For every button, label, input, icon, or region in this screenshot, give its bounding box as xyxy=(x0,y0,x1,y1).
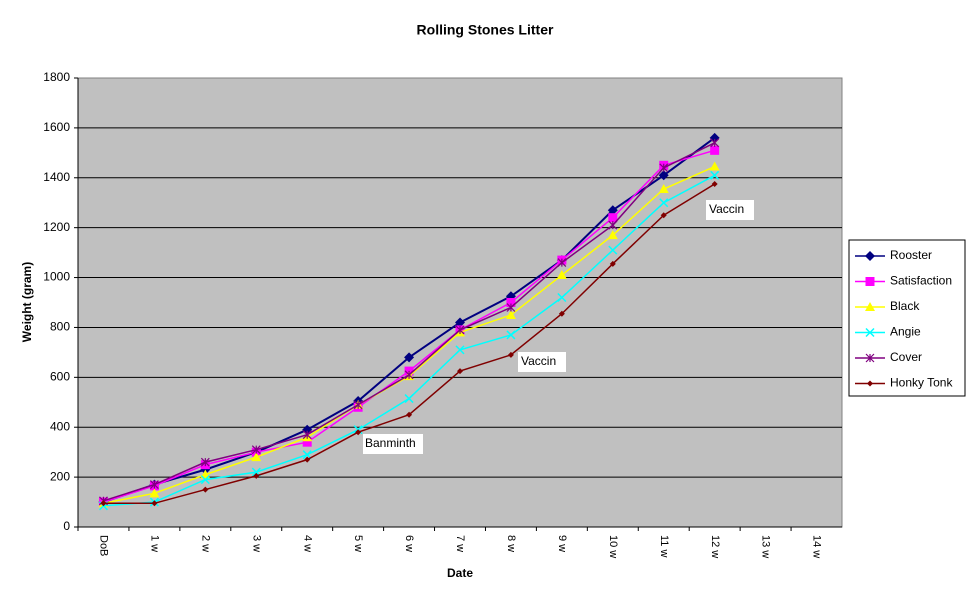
x-tick-label: 11 w xyxy=(658,535,670,557)
y-tick-label: 200 xyxy=(50,469,70,483)
x-tick-label: 7 w xyxy=(454,535,466,552)
annotation-box xyxy=(518,352,566,372)
marker xyxy=(659,198,669,208)
marker xyxy=(658,170,669,181)
x-axis-title: Date xyxy=(447,566,473,580)
marker xyxy=(710,170,720,180)
marker xyxy=(355,429,362,436)
marker xyxy=(556,270,567,280)
marker xyxy=(200,475,210,485)
legend-label: Black xyxy=(890,299,920,313)
marker xyxy=(709,161,720,171)
marker xyxy=(302,430,312,440)
x-tick-label: DoB xyxy=(98,535,110,556)
marker xyxy=(151,500,158,507)
annotation: Vaccin xyxy=(521,354,556,368)
annotation: Vaccin xyxy=(709,202,744,216)
x-tick-label: 10 w xyxy=(607,535,619,558)
marker xyxy=(506,303,516,312)
y-tick-label: 1600 xyxy=(43,120,70,134)
marker xyxy=(505,309,516,319)
marker xyxy=(557,292,567,303)
y-tick-label: 1400 xyxy=(43,170,70,184)
marker xyxy=(506,330,516,340)
legend xyxy=(848,239,966,397)
marker xyxy=(865,251,875,261)
x-tick-label: 6 w xyxy=(403,535,415,552)
x-tick-label: 5 w xyxy=(352,535,364,552)
marker xyxy=(660,212,667,219)
y-tick-label: 400 xyxy=(50,419,70,433)
marker xyxy=(455,325,465,335)
marker xyxy=(149,480,159,490)
marker xyxy=(253,472,260,479)
y-tick-label: 600 xyxy=(50,370,70,384)
marker xyxy=(506,298,516,307)
marker xyxy=(100,500,107,507)
legend-label: Cover xyxy=(890,350,922,364)
marker xyxy=(557,258,567,268)
annotation-box xyxy=(706,200,754,220)
marker xyxy=(865,277,875,286)
x-tick-label: 14 w xyxy=(811,535,823,558)
x-tick-label: 12 w xyxy=(709,535,721,558)
marker xyxy=(710,145,720,155)
y-tick-label: 1200 xyxy=(43,220,70,234)
annotation: Banminth xyxy=(365,436,416,450)
marker xyxy=(608,245,618,255)
marker xyxy=(251,452,262,462)
marker xyxy=(608,220,618,230)
marker xyxy=(200,457,210,467)
y-tick-label: 0 xyxy=(63,519,70,533)
marker xyxy=(302,450,312,460)
x-tick-label: 2 w xyxy=(199,535,211,552)
x-tick-label: 13 w xyxy=(760,535,772,558)
marker xyxy=(558,310,565,317)
x-tick-label: 3 w xyxy=(250,535,262,552)
marker xyxy=(457,368,463,375)
legend-label: Angie xyxy=(890,325,921,339)
marker xyxy=(865,302,875,311)
marker xyxy=(658,184,669,194)
marker xyxy=(607,230,618,240)
y-tick-label: 1800 xyxy=(43,70,70,84)
marker xyxy=(867,380,873,387)
annotation-box xyxy=(363,434,423,454)
marker xyxy=(404,394,414,404)
x-tick-label: 4 w xyxy=(301,535,313,552)
x-tick-label: 8 w xyxy=(505,535,517,552)
marker xyxy=(455,317,465,328)
marker xyxy=(149,488,160,498)
y-tick-label: 800 xyxy=(50,320,70,334)
marker xyxy=(202,486,209,493)
marker xyxy=(710,138,720,148)
marker xyxy=(455,345,465,355)
plot-area xyxy=(77,77,843,528)
y-tick-label: 1000 xyxy=(43,270,70,284)
marker xyxy=(304,456,311,463)
legend-label: Rooster xyxy=(890,248,932,262)
x-tick-label: 9 w xyxy=(556,535,568,552)
y-axis-title: Weight (gram) xyxy=(20,262,34,342)
marker xyxy=(404,370,414,380)
marker xyxy=(404,352,415,363)
marker xyxy=(608,213,618,223)
marker xyxy=(302,437,312,447)
marker xyxy=(607,205,618,216)
marker xyxy=(865,327,875,338)
marker xyxy=(251,445,261,455)
marker xyxy=(711,181,718,188)
marker xyxy=(609,260,616,267)
marker xyxy=(659,163,669,173)
marker xyxy=(865,353,875,363)
marker xyxy=(353,400,363,410)
x-tick-label: 1 w xyxy=(148,535,160,552)
legend-label: Honky Tonk xyxy=(890,376,953,390)
legend-label: Satisfaction xyxy=(890,274,952,288)
marker xyxy=(507,351,514,358)
marker xyxy=(406,411,413,418)
chart-title: Rolling Stones Litter xyxy=(417,22,554,38)
